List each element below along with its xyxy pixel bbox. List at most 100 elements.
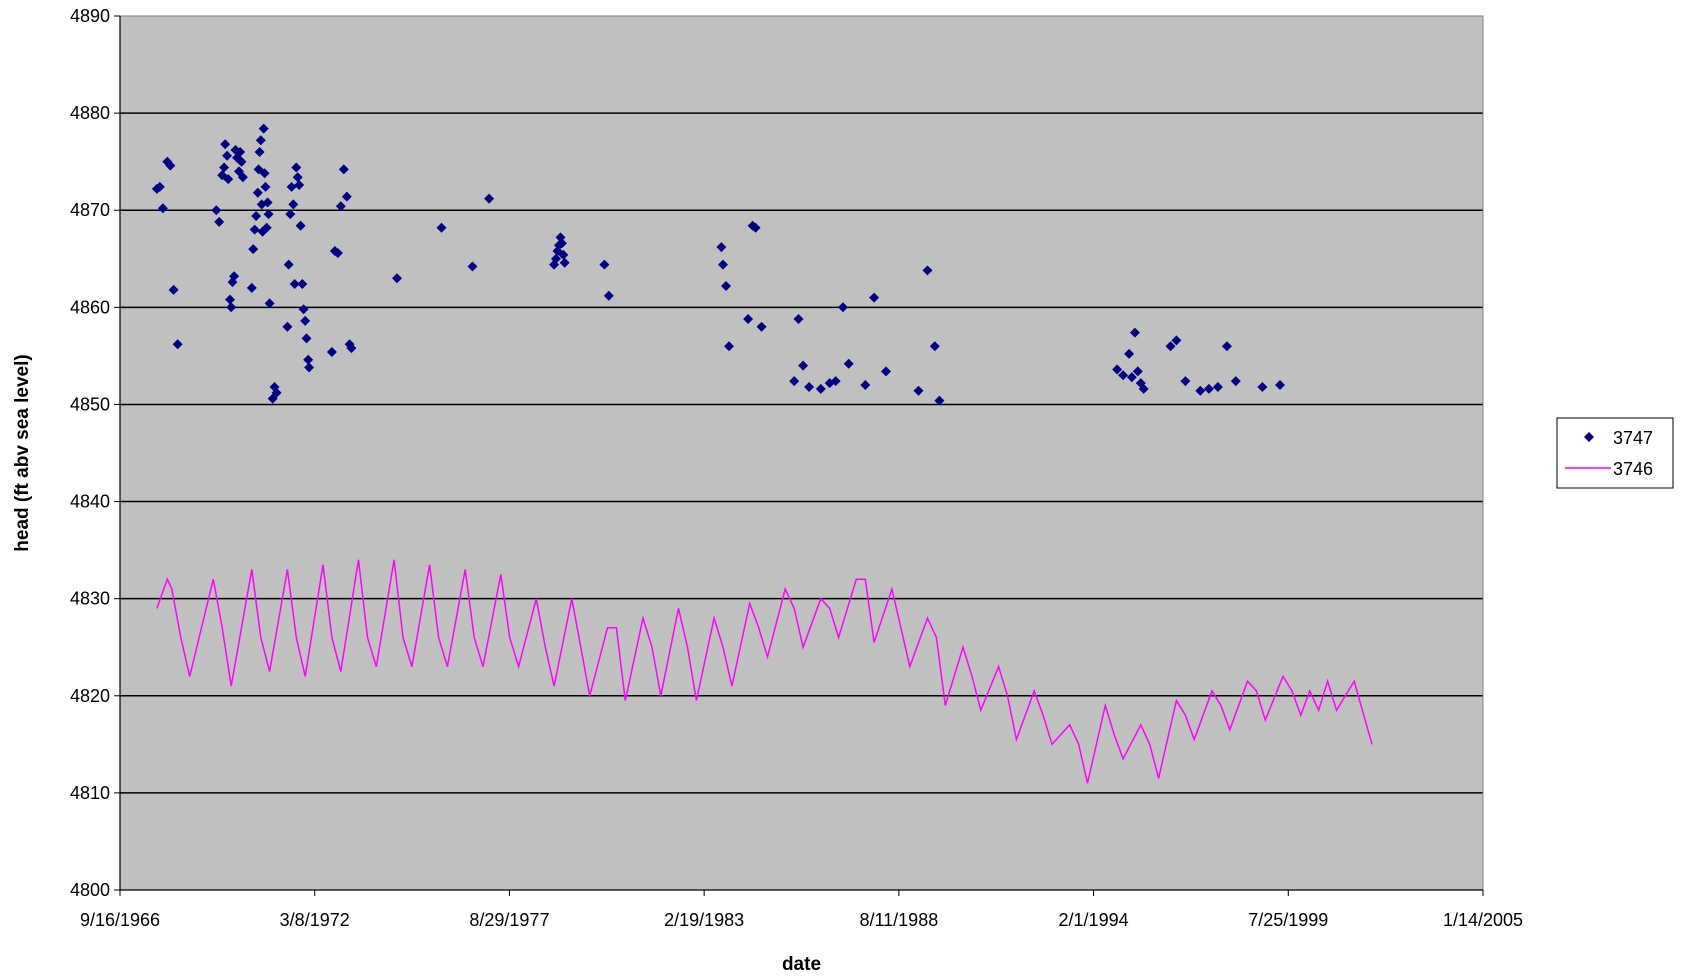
series-3747-point [1230, 376, 1241, 387]
series-3747-point [300, 315, 311, 326]
series-3747-point [258, 123, 269, 134]
series-3747-point [1275, 380, 1285, 390]
series-3747-point [288, 199, 299, 210]
series-3747-point [285, 209, 296, 220]
series-3747-point [219, 162, 230, 173]
series-3747-point [255, 135, 266, 146]
series-3747-point [922, 265, 933, 276]
series-3747-point [1257, 382, 1268, 392]
series-3747-point [254, 147, 265, 157]
series-3746-line [156, 559, 1373, 784]
series-3747-point [259, 168, 270, 179]
legend-label-3747: 3747 [1613, 428, 1653, 448]
series-3747-point [283, 259, 294, 270]
series-3747-point [157, 203, 168, 214]
x-tick-label: 9/16/1966 [80, 910, 160, 930]
series-3747-point [793, 314, 804, 324]
series-3747-point [271, 387, 282, 398]
x-tick-label: 8/11/1988 [859, 910, 938, 930]
x-tick-label: 2/1/1994 [1059, 910, 1129, 930]
series-3747-point [338, 164, 349, 175]
y-tick-label: 4850 [70, 394, 110, 414]
series-3747-point [154, 181, 165, 192]
series-3747-point [251, 211, 262, 221]
series-3747-point [830, 376, 841, 387]
series-3747-point [248, 244, 259, 255]
legend-box [1556, 417, 1674, 489]
series-3747-point [934, 395, 945, 406]
series-3747-point [225, 294, 235, 305]
series-3747-point [1212, 382, 1223, 392]
series-3747-point [297, 279, 308, 289]
series-3747-point [249, 224, 260, 235]
series-3747-point [294, 180, 305, 190]
legend-label-3746: 3746 [1613, 459, 1653, 479]
series-3747-point [815, 383, 826, 394]
series-3747-point [172, 339, 183, 350]
series-3747-point [236, 156, 247, 167]
series-3747-point [599, 259, 610, 270]
series-3747-point [301, 333, 312, 344]
axes: 4800 4810 4820 4830 4840 4850 4860 4870 4880 4890… [70, 6, 1523, 930]
legend-marker-3747 [1584, 432, 1594, 442]
series-3747-point [292, 172, 303, 183]
series-3747-point [298, 304, 309, 315]
y-tick-label: 4840 [70, 492, 110, 512]
series-3747-point [750, 222, 761, 233]
series-3747-point [881, 366, 891, 377]
series-3747-point [1180, 376, 1191, 387]
series-3747-point [558, 249, 569, 260]
series-3747-point [237, 172, 248, 183]
series-3747-point [1138, 383, 1149, 394]
series-3747-point [261, 222, 272, 233]
series-3747-point [1112, 364, 1123, 375]
series-3747-point [332, 248, 343, 258]
series-3747-point [326, 347, 337, 357]
series-3747-point [559, 257, 570, 268]
series-3747-point [1195, 385, 1206, 396]
x-tick-label: 3/8/1972 [280, 910, 350, 930]
series-3747-point [798, 360, 809, 371]
y-tick-label: 4870 [70, 200, 110, 220]
series-3747-point [838, 302, 848, 313]
series-3747-point [913, 385, 924, 396]
series-3747-point [603, 290, 614, 301]
series-3747-point [282, 321, 293, 332]
series-3747-point [1203, 383, 1214, 394]
y-tick-label: 4830 [70, 589, 110, 609]
series-3747-point [1221, 341, 1232, 352]
x-tick-label: 8/29/1977 [469, 910, 549, 930]
x-axis-title: date [782, 954, 821, 975]
x-tick-label: 1/14/2005 [1443, 910, 1523, 930]
series-3747-point [286, 181, 297, 192]
plot-area [120, 16, 1483, 890]
series-3747-point [303, 354, 314, 365]
series-3747-point [262, 197, 273, 208]
series-3747-point [484, 193, 495, 204]
series-3747-point [1171, 335, 1182, 346]
series-3747-point [263, 209, 274, 220]
x-tick-label: 2/19/1983 [664, 910, 744, 930]
series-3747-point [860, 380, 871, 390]
series-3747-point [436, 222, 447, 233]
y-tick-label: 4800 [70, 880, 110, 900]
series-3747-point [304, 362, 315, 373]
series-3747-point [214, 216, 225, 227]
series-3747-point [721, 281, 731, 291]
y-tick-label: 4890 [70, 6, 110, 26]
series-3747-point [289, 279, 300, 289]
series-3747-point [718, 259, 728, 270]
x-tick-label: 7/25/1999 [1248, 910, 1328, 930]
legend: 3747 3746 [1556, 417, 1674, 489]
series-3747-point [929, 341, 940, 352]
series-3747-point [264, 298, 275, 309]
y-tick-label: 4810 [70, 783, 110, 803]
series-3747-point [756, 321, 767, 332]
series-3747-point [226, 302, 237, 313]
series-3747-point [246, 282, 257, 293]
series-3747-point [341, 191, 352, 202]
series-3747-point [211, 205, 222, 216]
y-tick-label: 4880 [70, 103, 110, 123]
